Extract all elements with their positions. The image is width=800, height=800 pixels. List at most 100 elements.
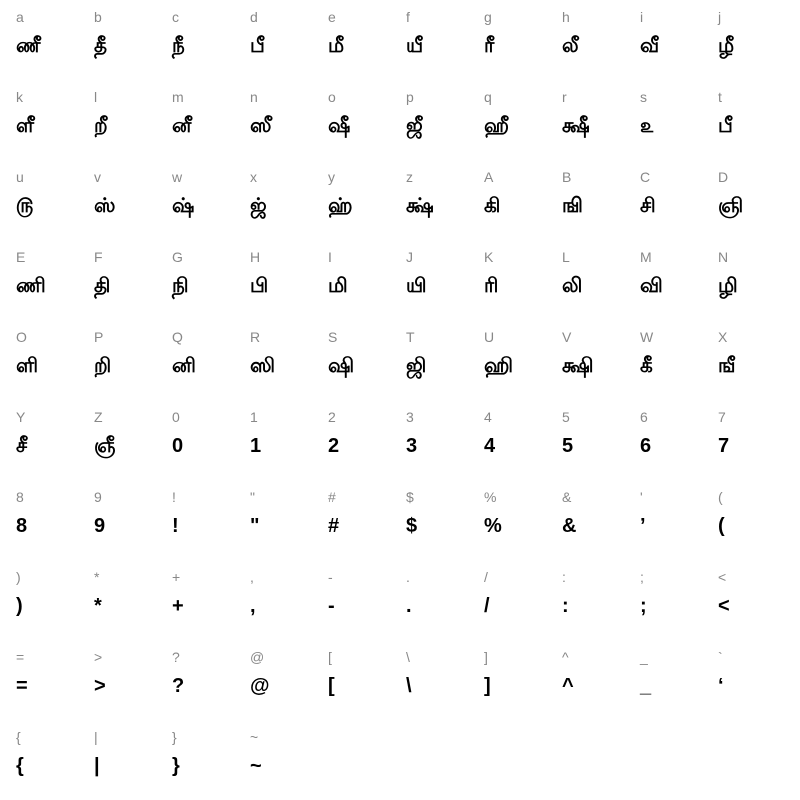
character-glyph: 6 bbox=[640, 436, 712, 456]
character-glyph: % bbox=[484, 516, 556, 536]
character-key-label: V bbox=[562, 330, 634, 344]
character-key-label: c bbox=[172, 10, 244, 24]
character-glyph: : bbox=[562, 596, 634, 616]
character-cell: Jயி bbox=[400, 240, 478, 320]
character-key-label: J bbox=[406, 250, 478, 264]
character-glyph: ஞீ bbox=[94, 436, 166, 456]
character-cell: Cசி bbox=[634, 160, 712, 240]
character-cell: mனீ bbox=[166, 80, 244, 160]
character-key-label: ` bbox=[718, 650, 790, 664]
character-key-label: h bbox=[562, 10, 634, 24]
character-glyph: கி bbox=[484, 196, 556, 216]
character-cell: ++ bbox=[166, 560, 244, 640]
character-cell: 77 bbox=[712, 400, 790, 480]
character-cell: Dஞி bbox=[712, 160, 790, 240]
character-cell: pஜீ bbox=[400, 80, 478, 160]
character-key-label: O bbox=[16, 330, 88, 344]
character-key-label: o bbox=[328, 90, 400, 104]
character-glyph: வி bbox=[640, 276, 712, 296]
character-key-label: { bbox=[16, 730, 88, 744]
character-cell: Uஹி bbox=[478, 320, 556, 400]
character-cell: Mவி bbox=[634, 240, 712, 320]
character-cell: {{ bbox=[10, 720, 88, 800]
character-key-label: ; bbox=[640, 570, 712, 584]
character-cell: == bbox=[10, 640, 88, 720]
character-glyph: ளி bbox=[16, 356, 88, 376]
character-cell: (( bbox=[712, 480, 790, 560]
character-key-label: ? bbox=[172, 650, 244, 664]
character-key-label: + bbox=[172, 570, 244, 584]
character-key-label: g bbox=[484, 10, 556, 24]
character-glyph: ஷீ bbox=[328, 116, 400, 136]
character-glyph: ஸ் bbox=[94, 196, 166, 216]
character-cell: `‘ bbox=[712, 640, 790, 720]
character-cell: -- bbox=[322, 560, 400, 640]
character-cell: dபீ bbox=[244, 0, 322, 80]
character-glyph: க்ஷ் bbox=[406, 196, 478, 216]
character-key-label: X bbox=[718, 330, 790, 344]
character-glyph: . bbox=[406, 596, 478, 616]
character-glyph: 3 bbox=[406, 436, 478, 456]
character-key-label: $ bbox=[406, 490, 478, 504]
character-cell: Bஙி bbox=[556, 160, 634, 240]
character-glyph: கீ bbox=[640, 356, 712, 376]
character-key-label: s bbox=[640, 90, 712, 104]
character-cell: __ bbox=[634, 640, 712, 720]
character-cell: Pறி bbox=[88, 320, 166, 400]
character-glyph: < bbox=[718, 596, 790, 616]
character-cell: vஸ் bbox=[88, 160, 166, 240]
character-key-label: \ bbox=[406, 650, 478, 664]
character-glyph: ழி bbox=[718, 276, 790, 296]
character-cell: hலீ bbox=[556, 0, 634, 80]
character-glyph: ; bbox=[640, 596, 712, 616]
character-cell: lறீ bbox=[88, 80, 166, 160]
character-key-label: f bbox=[406, 10, 478, 24]
character-cell: qஹீ bbox=[478, 80, 556, 160]
character-glyph: சி bbox=[640, 196, 712, 216]
character-cell: ## bbox=[322, 480, 400, 560]
character-cell: u௫ bbox=[10, 160, 88, 240]
character-cell: A கி bbox=[478, 160, 556, 240]
character-glyph: 9 bbox=[94, 516, 166, 536]
character-cell: Gநி bbox=[166, 240, 244, 320]
character-key-label: k bbox=[16, 90, 88, 104]
character-key-label: F bbox=[94, 250, 166, 264]
character-key-label: # bbox=[328, 490, 400, 504]
character-key-label: ~ bbox=[250, 730, 322, 744]
character-cell: 11 bbox=[244, 400, 322, 480]
character-glyph: ௫ bbox=[16, 196, 88, 216]
character-key-label: u bbox=[16, 170, 88, 184]
character-glyph: 2 bbox=[328, 436, 400, 456]
character-cell: ?? bbox=[166, 640, 244, 720]
character-glyph: _ bbox=[640, 676, 712, 696]
character-key-label: Z bbox=[94, 410, 166, 424]
character-cell: tபீ bbox=[712, 80, 790, 160]
character-key-label: m bbox=[172, 90, 244, 104]
character-glyph: ௨ bbox=[640, 116, 712, 136]
character-glyph: பீ bbox=[250, 36, 322, 56]
character-glyph: 4 bbox=[484, 436, 556, 456]
character-glyph: னி bbox=[172, 356, 244, 376]
character-cell: 88 bbox=[10, 480, 88, 560]
character-key-label: & bbox=[562, 490, 634, 504]
character-cell: Tஜி bbox=[400, 320, 478, 400]
character-key-label: B bbox=[562, 170, 634, 184]
character-glyph: > bbox=[94, 676, 166, 696]
character-glyph: 8 bbox=[16, 516, 88, 536]
character-key-label: , bbox=[250, 570, 322, 584]
character-glyph: ஜ் bbox=[250, 196, 322, 216]
character-glyph: றி bbox=[94, 356, 166, 376]
character-cell: yஹ் bbox=[322, 160, 400, 240]
character-glyph: ஙீ bbox=[718, 356, 790, 376]
character-glyph: ‘ bbox=[718, 676, 790, 696]
character-key-label: L bbox=[562, 250, 634, 264]
character-key-label: : bbox=[562, 570, 634, 584]
character-cell: << bbox=[712, 560, 790, 640]
character-glyph: 7 bbox=[718, 436, 790, 456]
character-glyph: க்ஷி bbox=[562, 356, 634, 376]
character-key-label: A bbox=[484, 170, 556, 184]
character-glyph: 1 bbox=[250, 436, 322, 456]
character-glyph: யீ bbox=[406, 36, 478, 56]
character-glyph: \ bbox=[406, 676, 478, 696]
character-glyph: * bbox=[94, 596, 166, 616]
